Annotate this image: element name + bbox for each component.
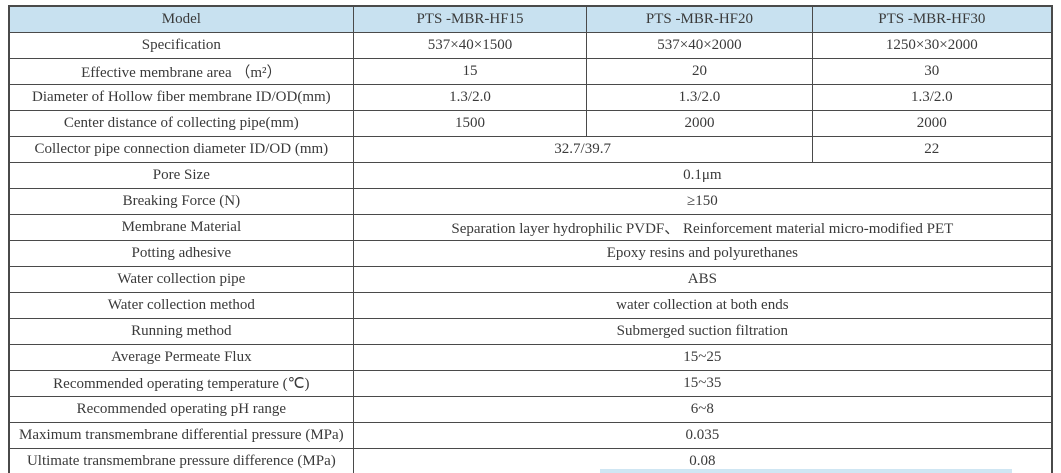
cell-value: 537×40×1500 [352,32,588,59]
table-row-max-differential-pressure: Maximum transmembrane differential press… [8,422,1053,449]
row-label: Potting adhesive [8,240,354,267]
table-row-breaking-force: Breaking Force (N) ≥150 [8,188,1053,215]
table-header-row: Model PTS -MBR-HF15 PTS -MBR-HF20 PTS -M… [8,5,1053,33]
cell-value: 2000 [586,110,813,137]
row-label: Recommended operating temperature (℃) [8,370,354,397]
cell-value: Submerged suction filtration [352,318,1053,345]
row-label: Specification [8,32,354,59]
row-label: Recommended operating pH range [8,396,354,423]
row-label: Water collection pipe [8,266,354,293]
cell-value: water collection at both ends [352,292,1053,319]
table-row-fiber-diameter: Diameter of Hollow fiber membrane ID/OD(… [8,84,1053,111]
row-label: Running method [8,318,354,345]
row-label: Water collection method [8,292,354,319]
cell-value: 20 [586,58,813,85]
cell-value: Separation layer hydrophilic PVDF、 Reinf… [352,214,1053,241]
header-cell-hf20: PTS -MBR-HF20 [586,5,813,33]
row-label: Pore Size [8,162,354,189]
header-cell-hf30: PTS -MBR-HF30 [811,5,1053,33]
cell-value: ≥150 [352,188,1053,215]
cell-value: 0.035 [352,422,1053,449]
cell-value: 0.1μm [352,162,1053,189]
cell-value: ABS [352,266,1053,293]
table-row-permeate-flux: Average Permeate Flux 15~25 [8,344,1053,371]
cell-value: 30 [811,58,1053,85]
table-row-specification: Specification 537×40×1500 537×40×2000 12… [8,32,1053,59]
row-label: Center distance of collecting pipe(mm) [8,110,354,137]
cell-value: 0.08 [352,448,1053,473]
row-label: Effective membrane area （m²） [8,58,354,85]
row-label: Maximum transmembrane differential press… [8,422,354,449]
cell-value: 6~8 [352,396,1053,423]
table-row-ph-range: Recommended operating pH range 6~8 [8,396,1053,423]
table-row-pore-size: Pore Size 0.1μm [8,162,1053,189]
spec-table: Model PTS -MBR-HF15 PTS -MBR-HF20 PTS -M… [8,5,1053,473]
cell-value: 1250×30×2000 [811,32,1053,59]
cell-value: Epoxy resins and polyurethanes [352,240,1053,267]
table-row-running-method: Running method Submerged suction filtrat… [8,318,1053,345]
table-row-ultimate-pressure-difference: Ultimate transmembrane pressure differen… [8,448,1053,473]
table-row-membrane-material: Membrane Material Separation layer hydro… [8,214,1053,241]
row-label: Membrane Material [8,214,354,241]
cell-value: 15~35 [352,370,1053,397]
row-label: Collector pipe connection diameter ID/OD… [8,136,354,163]
cell-value: 537×40×2000 [586,32,813,59]
cell-value: 1.3/2.0 [586,84,813,111]
table-row-center-distance: Center distance of collecting pipe(mm) 1… [8,110,1053,137]
table-row-collector-diameter: Collector pipe connection diameter ID/OD… [8,136,1053,163]
row-label: Diameter of Hollow fiber membrane ID/OD(… [8,84,354,111]
cell-value: 22 [811,136,1053,163]
table-row-membrane-area: Effective membrane area （m²） 15 20 30 [8,58,1053,85]
row-label: Ultimate transmembrane pressure differen… [8,448,354,473]
table-row-operating-temperature: Recommended operating temperature (℃) 15… [8,370,1053,397]
header-cell-hf15: PTS -MBR-HF15 [352,5,588,33]
cell-value: 15 [352,58,588,85]
page-bottom-highlight-strip [600,469,1012,473]
row-label: Average Permeate Flux [8,344,354,371]
cell-value: 15~25 [352,344,1053,371]
header-cell-model: Model [8,5,354,33]
cell-value: 1.3/2.0 [811,84,1053,111]
table-row-potting-adhesive: Potting adhesive Epoxy resins and polyur… [8,240,1053,267]
cell-value: 2000 [811,110,1053,137]
table-row-water-collection-method: Water collection method water collection… [8,292,1053,319]
table-row-water-collection-pipe: Water collection pipe ABS [8,266,1053,293]
cell-value: 1.3/2.0 [352,84,588,111]
row-label: Breaking Force (N) [8,188,354,215]
cell-value: 1500 [352,110,588,137]
cell-value: 32.7/39.7 [352,136,813,163]
